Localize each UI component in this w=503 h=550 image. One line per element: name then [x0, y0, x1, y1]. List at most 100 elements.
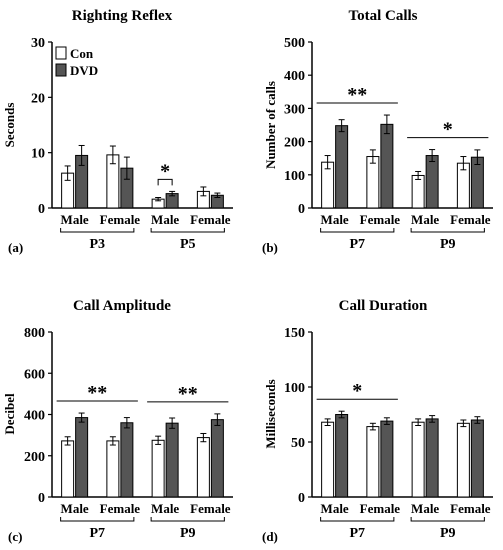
y-tick-label: 400	[24, 409, 45, 424]
chart-title: Righting Reflex	[72, 8, 173, 24]
panel-label: (a)	[8, 240, 23, 255]
y-tick-label: 50	[291, 436, 305, 451]
group-bracket	[410, 517, 485, 522]
x-category-label: Female	[450, 501, 491, 516]
panel-label: (d)	[262, 529, 278, 544]
chart-panel-2: Total Calls Number of calls 0 100 200 300 400 5…	[262, 8, 493, 255]
x-category-label: Female	[190, 212, 231, 227]
bar-dvd	[335, 414, 349, 498]
bar-con	[61, 440, 75, 498]
group-label: P9	[440, 237, 456, 252]
group-bracket	[410, 228, 485, 233]
group-bracket	[60, 517, 135, 522]
significance-marker: **	[347, 84, 367, 106]
x-category-label: Female	[100, 501, 141, 516]
bar-con	[196, 437, 210, 498]
x-category-label: Male	[151, 212, 179, 227]
y-tick-label: 100	[284, 169, 305, 184]
bar-dvd	[75, 417, 89, 498]
bar-dvd	[380, 420, 394, 498]
group-bracket	[150, 228, 225, 233]
x-category-label: Female	[360, 501, 401, 516]
y-tick-label: 150	[284, 326, 305, 341]
bar-con	[321, 421, 335, 498]
group-label: P7	[349, 237, 365, 252]
y-tick-label: 300	[284, 102, 305, 117]
bar-dvd	[210, 419, 224, 498]
bar-con	[366, 426, 380, 498]
legend: Con DVD	[55, 46, 98, 78]
y-tick-label: 200	[24, 450, 45, 465]
y-tick-label: 800	[24, 326, 45, 341]
y-tick-label: 0	[38, 491, 45, 506]
y-tick-label: 600	[24, 367, 45, 382]
legend-label: Con	[70, 46, 94, 61]
legend-swatch-dvd	[55, 63, 67, 77]
bar-dvd	[120, 422, 134, 498]
bar-dvd	[425, 155, 439, 209]
chart-title: Call Duration	[339, 298, 428, 314]
y-tick-label: 0	[38, 202, 45, 217]
y-tick-label: 400	[284, 69, 305, 84]
bar-dvd	[165, 422, 179, 498]
group-label: P7	[349, 526, 365, 541]
group-label: P3	[89, 237, 105, 252]
x-category-label: Female	[450, 212, 491, 227]
legend-swatch-con	[55, 46, 67, 60]
y-axis-label: Milliseconds	[263, 379, 278, 448]
x-category-label: Male	[151, 501, 179, 516]
y-tick-label: 20	[31, 91, 45, 106]
chart-title: Total Calls	[348, 8, 417, 24]
y-axis-label: Decibel	[2, 393, 17, 435]
x-category-label: Male	[411, 212, 439, 227]
y-axis-label: Number of calls	[263, 81, 278, 169]
panel-label: (c)	[8, 529, 22, 544]
y-tick-label: 500	[284, 36, 305, 51]
panel-label: (b)	[262, 240, 278, 255]
group-label: P9	[180, 526, 196, 541]
chart-title: Call Amplitude	[73, 298, 171, 314]
y-axis-label: Seconds	[2, 103, 17, 148]
bar-con	[456, 422, 470, 498]
chart-panel-4: Call Duration Milliseconds 0 50 100 150 Male Fe…	[262, 298, 493, 544]
significance-bracket	[157, 178, 173, 186]
significance-marker: **	[87, 382, 107, 404]
bar-dvd	[470, 419, 484, 498]
y-tick-label: 200	[284, 136, 305, 151]
group-bracket	[150, 517, 225, 522]
bar-con	[411, 174, 425, 209]
bar-dvd	[335, 125, 349, 209]
chart-panel-3: Call Amplitude Decibel 0 200 400 600 800 Male Fe…	[2, 298, 233, 544]
bar-dvd	[425, 418, 439, 498]
x-category-label: Male	[61, 212, 89, 227]
x-category-label: Female	[190, 501, 231, 516]
x-category-label: Male	[321, 501, 349, 516]
significance-marker: *	[443, 119, 453, 141]
y-tick-label: 0	[298, 491, 305, 506]
bar-con	[106, 440, 120, 498]
bar-dvd	[380, 123, 394, 209]
bar-con	[151, 439, 165, 498]
x-category-label: Male	[321, 212, 349, 227]
group-bracket	[60, 228, 135, 233]
x-category-label: Male	[411, 501, 439, 516]
significance-marker: *	[352, 380, 362, 402]
y-tick-label: 30	[31, 36, 45, 51]
group-bracket	[320, 228, 395, 233]
significance-marker: **	[178, 383, 198, 405]
y-tick-label: 100	[284, 381, 305, 396]
group-bracket	[320, 517, 395, 522]
y-tick-label: 0	[298, 202, 305, 217]
y-tick-label: 10	[31, 147, 45, 162]
x-category-label: Male	[61, 501, 89, 516]
x-category-label: Female	[360, 212, 401, 227]
legend-label: DVD	[70, 63, 98, 78]
group-label: P9	[440, 526, 456, 541]
bar-con	[411, 421, 425, 498]
chart-panel-1: Righting Reflex Seconds 0 10 20 30 Male Female M…	[2, 8, 233, 255]
group-label: P7	[89, 526, 105, 541]
significance-marker: *	[160, 160, 170, 182]
bar-con	[366, 156, 380, 209]
group-label: P5	[180, 237, 196, 252]
x-category-label: Female	[100, 212, 141, 227]
